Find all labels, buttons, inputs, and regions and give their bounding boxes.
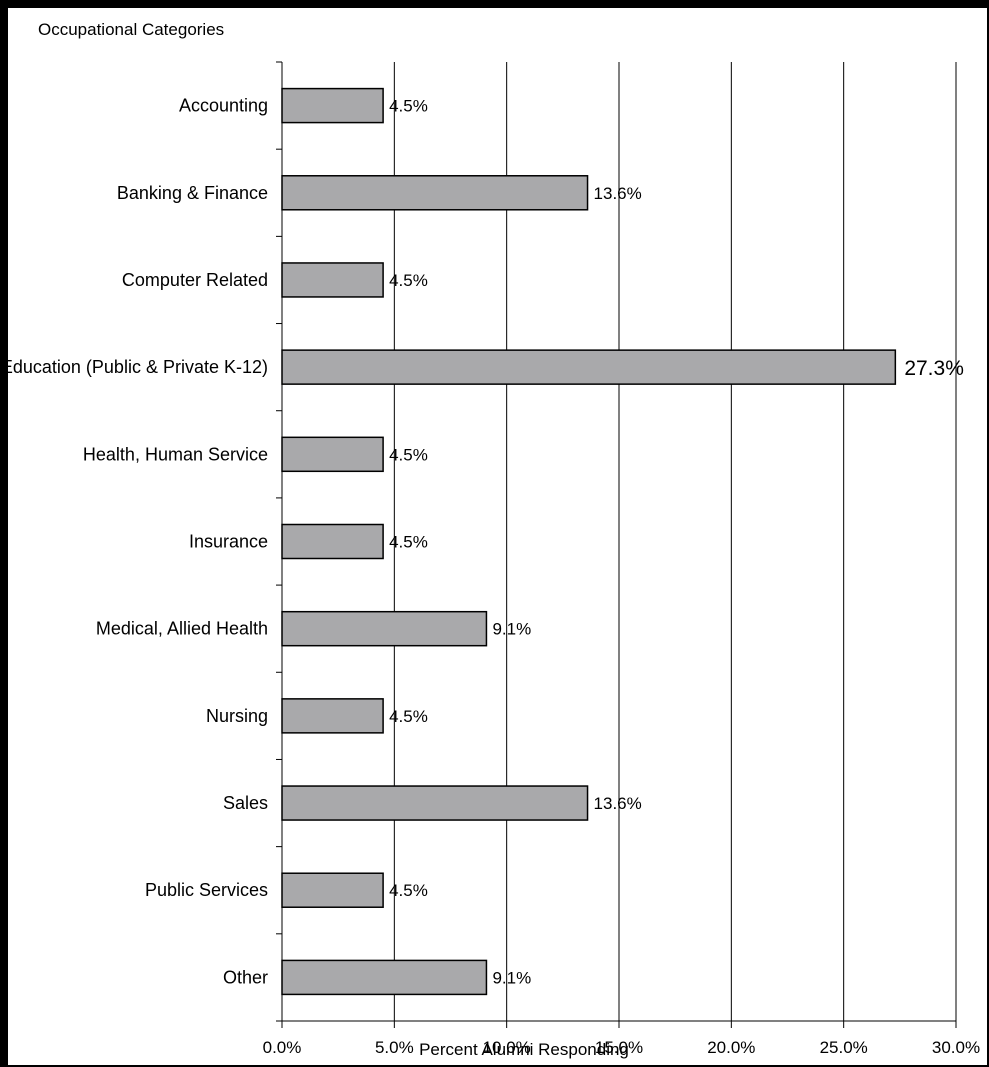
- x-tick-label: 25.0%: [820, 1038, 868, 1057]
- bar: [281, 436, 384, 473]
- category-label: Health, Human Service: [83, 444, 268, 464]
- bar: [281, 785, 589, 821]
- axes: [276, 61, 957, 1028]
- bar: [281, 175, 589, 211]
- category-label: Accounting: [179, 96, 268, 116]
- data-label: 4.5%: [389, 533, 428, 552]
- bar: [281, 698, 384, 734]
- bar: [281, 610, 488, 647]
- data-label: 4.5%: [389, 707, 428, 726]
- data-label: 4.5%: [389, 445, 428, 464]
- category-label: Sales: [223, 793, 268, 813]
- grid-lines: [393, 62, 957, 1021]
- bar: [281, 262, 384, 298]
- x-tick-label: 30.0%: [932, 1038, 980, 1057]
- bars: [281, 87, 897, 996]
- x-tick-label: 0.0%: [263, 1038, 302, 1057]
- bar: [281, 349, 897, 385]
- bar: [281, 872, 384, 908]
- bar: [281, 523, 384, 560]
- y-axis-title: Occupational Categories: [38, 20, 224, 39]
- category-label: Insurance: [189, 532, 268, 552]
- data-label: 27.3%: [904, 357, 964, 380]
- category-label: Education (Public & Private K-12): [1, 357, 268, 377]
- x-axis-title: Percent Alumni Responding: [419, 1040, 629, 1059]
- data-label: 9.1%: [492, 968, 531, 987]
- category-label: Nursing: [206, 706, 268, 726]
- x-tick-labels: 0.0% 5.0% 10.0% 15.0% 20.0% 25.0% 30.0%: [263, 1038, 980, 1057]
- category-label: Banking & Finance: [117, 183, 268, 203]
- bar: [281, 87, 384, 124]
- data-labels: 4.5% 13.6% 4.5% 27.3% 4.5% 4.5% 9.1% 4.5% 13.6% 4…: [389, 97, 964, 988]
- category-label: Computer Related: [122, 270, 268, 290]
- category-labels: Accounting Banking & Finance Computer Rela…: [1, 96, 268, 988]
- x-tick-label: 10.0%: [483, 1038, 531, 1057]
- x-tick-label: 20.0%: [707, 1038, 755, 1057]
- data-label: 13.6%: [594, 794, 642, 813]
- bar: [281, 959, 488, 996]
- data-label: 9.1%: [492, 620, 531, 639]
- category-label: Other: [223, 967, 268, 987]
- data-label: 4.5%: [389, 881, 428, 900]
- category-label: Public Services: [145, 880, 268, 900]
- data-label: 13.6%: [594, 184, 642, 203]
- data-label: 4.5%: [389, 97, 428, 116]
- data-label: 4.5%: [389, 271, 428, 290]
- x-tick-label: 5.0%: [375, 1038, 414, 1057]
- category-label: Medical, Allied Health: [96, 619, 268, 639]
- x-tick-label: 15.0%: [595, 1038, 643, 1057]
